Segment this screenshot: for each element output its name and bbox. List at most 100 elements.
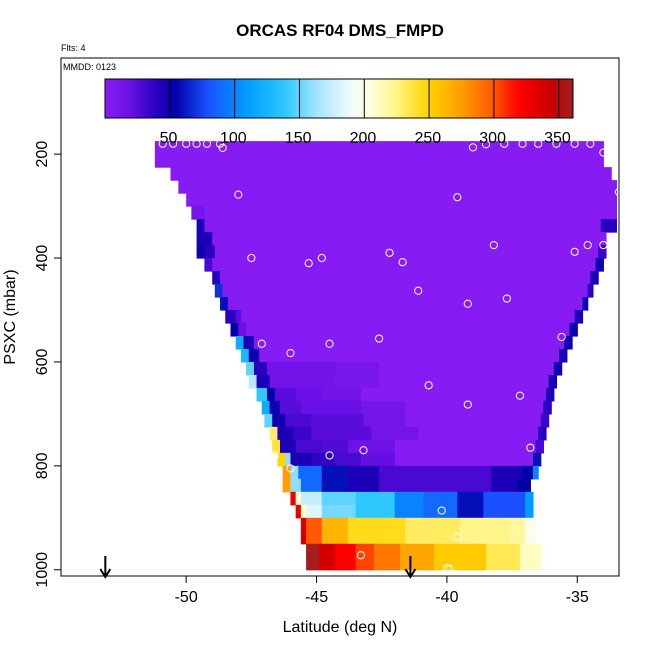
date-label: MMDD: 0123 [63, 62, 116, 72]
sample-point [453, 193, 462, 202]
heatmap-cell [423, 491, 458, 506]
heatmap-cell [394, 504, 425, 519]
sample-point [518, 139, 527, 148]
heatmap-cell [178, 180, 617, 194]
heatmap-cell [248, 374, 258, 389]
heatmap-cell [295, 504, 302, 519]
heatmap-cell [355, 556, 375, 571]
heatmap-cell [295, 491, 302, 506]
heatmap-cell [509, 530, 526, 545]
heatmap-cell [321, 439, 349, 454]
sample-point [583, 240, 592, 250]
heatmap-cell [405, 517, 461, 532]
heatmap-cell [334, 556, 357, 571]
colorbar-tick-label: 300 [479, 130, 506, 147]
heatmap-cell [282, 478, 292, 493]
sample-point [557, 332, 566, 342]
heatmap-cell [235, 309, 242, 324]
sample-point [500, 139, 509, 148]
heatmap-cell [321, 504, 357, 519]
sample-point [270, 556, 279, 566]
heatmap-cell [545, 387, 555, 402]
heatmap-cell [253, 335, 565, 350]
heatmap-cell [204, 219, 602, 233]
y-tick-label: 600 [34, 348, 51, 375]
arrow-marker [404, 556, 417, 579]
heatmap-cell [491, 478, 518, 493]
y-axis-label: PSXC (mbar) [2, 269, 19, 364]
heatmap-cell [347, 439, 396, 454]
sample-point [356, 551, 365, 560]
heatmap-cell [355, 491, 396, 506]
sample-point [599, 148, 608, 157]
heatmap-cell [274, 387, 297, 402]
x-axis: -50 -45 -40 -35 [175, 576, 589, 606]
colorbar-tick-labels: 50 100 150 200 250 300 350 [160, 130, 571, 147]
colorbar: 50 100 150 200 250 300 350 [104, 78, 574, 147]
heatmap-cell [230, 322, 239, 337]
sample-point [468, 143, 478, 152]
sample-point [286, 464, 295, 473]
heatmap-cell [311, 426, 372, 441]
heatmap-cell [306, 556, 320, 571]
heatmap-cell [517, 478, 531, 493]
sample-point [359, 446, 368, 455]
heatmap-cell [306, 504, 323, 519]
heatmap-cell [300, 530, 307, 545]
sample-point [502, 294, 511, 303]
heatmap-cell [418, 426, 539, 441]
sample-point [489, 240, 498, 250]
sample-point [268, 556, 277, 566]
heatmap-cell [519, 543, 542, 558]
sample-point [257, 339, 266, 348]
heatmap-cell [553, 361, 563, 376]
x-tick-label: -40 [435, 589, 458, 606]
heatmap-cell [486, 556, 521, 571]
heatmap-cell [293, 426, 312, 441]
heatmap-cell [259, 348, 560, 363]
sample-points [158, 139, 624, 573]
heatmap-cell [483, 504, 526, 519]
sample-point [445, 564, 454, 573]
heatmap-cell [379, 374, 550, 389]
sample-point [599, 240, 608, 250]
heatmap-cell [290, 491, 297, 506]
heatmap-cell [582, 297, 589, 311]
heatmap-cell [405, 530, 461, 545]
sample-point [481, 140, 491, 149]
heatmap-cell [373, 556, 401, 571]
sample-point [463, 400, 472, 409]
heatmap-cell [248, 348, 260, 363]
heatmap-cell [363, 413, 406, 428]
heatmap-cell [371, 426, 419, 441]
heatmap-cell [379, 361, 555, 376]
heatmap-cell [355, 504, 396, 519]
heatmap-cell [405, 400, 544, 415]
heatmap-cell [253, 361, 268, 376]
heatmap-cell [535, 439, 544, 454]
y-tick-label: 1000 [34, 552, 51, 588]
heatmap-cell [306, 517, 323, 532]
sample-point [325, 339, 334, 348]
heatmap-cell [240, 309, 576, 324]
heatmap-cell [186, 193, 617, 207]
heatmap-cell [212, 232, 607, 246]
y-tick-label: 200 [34, 141, 51, 168]
heatmap-cell [321, 465, 349, 480]
heatmap-cell [587, 284, 594, 298]
heatmap-cell [295, 439, 323, 454]
sample-point [453, 532, 462, 542]
y-tick-label: 800 [34, 452, 51, 479]
heatmap-cell [196, 245, 206, 259]
heatmap-cell [347, 465, 380, 480]
heatmap-cell [246, 322, 571, 337]
heatmap-cell [154, 141, 604, 155]
heatmap-cell [243, 335, 255, 350]
sample-point [437, 506, 446, 515]
plot-frame [60, 57, 620, 577]
heatmap-cell [300, 504, 307, 519]
sample-point [385, 248, 394, 257]
heatmap-cell [300, 478, 323, 493]
sample-point [317, 253, 326, 263]
heatmap-cell [522, 465, 534, 480]
